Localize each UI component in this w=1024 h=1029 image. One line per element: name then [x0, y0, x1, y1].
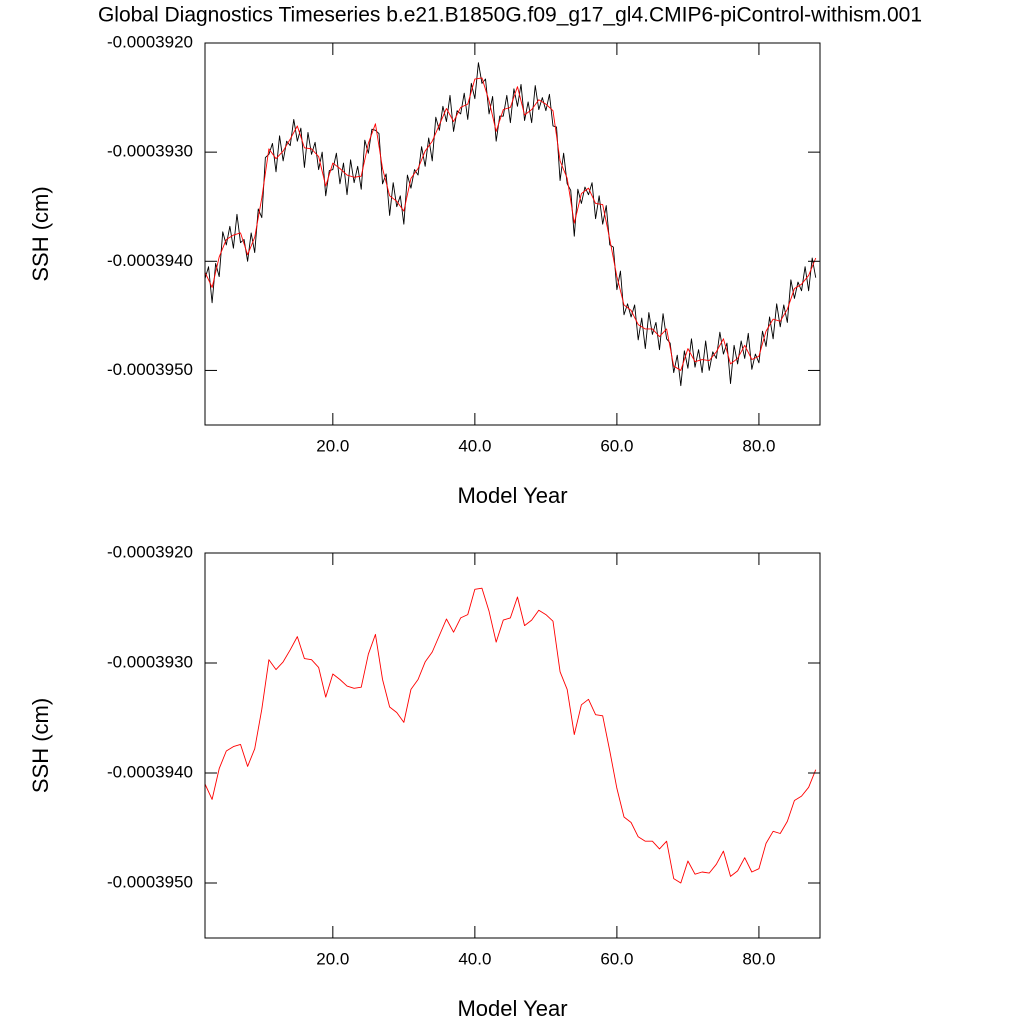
data-line: [205, 77, 817, 371]
plot-frame: [204, 42, 821, 426]
data-line: [205, 587, 817, 884]
y-axis-label: SSH (cm): [28, 186, 53, 281]
y-tick-label: -0.0003930: [107, 142, 193, 161]
plot-panel: -0.0003920 -0.0003930 -0.0003940 -0.0003950…: [28, 32, 821, 508]
chart-title: Global Diagnostics Timeseries b.e21.B185…: [98, 4, 922, 27]
y-tick-label: -0.0003920: [107, 542, 193, 561]
y-tick-label: -0.0003930: [107, 652, 193, 671]
data-line: [205, 62, 817, 387]
x-tick-label: 60.0: [600, 949, 633, 968]
x-tick-label: 20.0: [316, 949, 349, 968]
x-axis-label: Model Year: [457, 483, 567, 508]
plot-frame: [204, 552, 821, 939]
x-tick-label: 40.0: [458, 949, 491, 968]
y-tick-label: -0.0003940: [107, 251, 193, 270]
y-tick-label: -0.0003950: [107, 360, 193, 379]
x-tick-label: 20.0: [316, 436, 349, 455]
y-tick-label: -0.0003950: [107, 872, 193, 891]
x-axis-label: Model Year: [457, 996, 567, 1021]
y-tick-label: -0.0003920: [107, 32, 193, 51]
data-layer: [205, 587, 817, 884]
x-tick-label: 80.0: [742, 949, 775, 968]
y-tick-label: -0.0003940: [107, 762, 193, 781]
plot-panel: -0.0003920 -0.0003930 -0.0003940 -0.0003950…: [28, 542, 821, 1021]
x-tick-label: 80.0: [742, 436, 775, 455]
x-tick-label: 40.0: [458, 436, 491, 455]
data-layer: [205, 62, 817, 387]
y-axis-label: SSH (cm): [28, 698, 53, 793]
x-tick-label: 60.0: [600, 436, 633, 455]
